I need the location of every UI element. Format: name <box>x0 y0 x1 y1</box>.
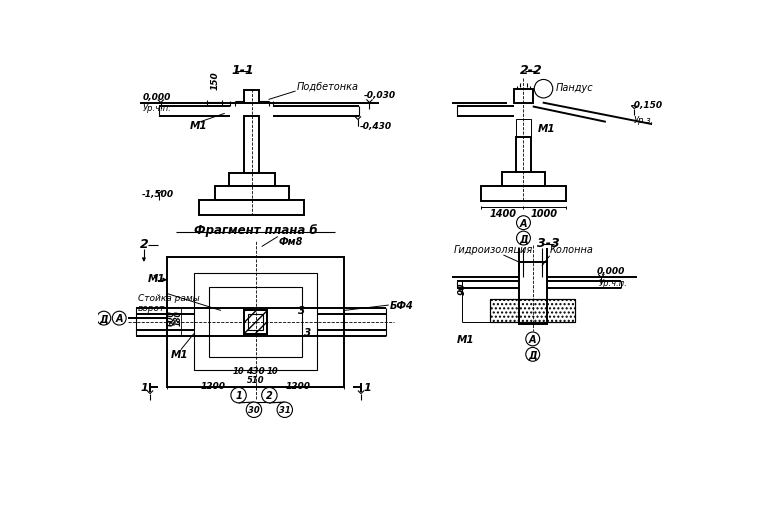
Text: А: А <box>116 314 123 324</box>
Text: 3-3: 3-3 <box>537 236 559 249</box>
Text: Ур.з.: Ур.з. <box>633 116 654 125</box>
Text: Колонна: Колонна <box>550 245 594 254</box>
Circle shape <box>113 312 126 325</box>
Circle shape <box>534 80 553 99</box>
Text: 180: 180 <box>173 310 182 326</box>
Text: Д: Д <box>519 234 528 244</box>
Text: -0,030: -0,030 <box>363 91 395 100</box>
Text: 90: 90 <box>458 281 467 294</box>
Text: 1000: 1000 <box>531 209 558 218</box>
Text: М1: М1 <box>537 124 555 134</box>
Text: -0,430: -0,430 <box>359 122 391 131</box>
Text: М1: М1 <box>190 121 208 131</box>
Text: /: / <box>542 83 546 96</box>
Text: А: А <box>529 334 536 344</box>
Text: 1200: 1200 <box>286 382 310 390</box>
Text: 3: 3 <box>304 327 311 337</box>
Bar <box>244 311 267 334</box>
Bar <box>519 263 547 324</box>
Bar <box>214 186 289 200</box>
Text: Ур.ч.п.: Ур.ч.п. <box>599 278 628 288</box>
Bar <box>516 120 531 138</box>
Text: 2-2: 2-2 <box>520 64 542 76</box>
Text: 2: 2 <box>266 390 273 401</box>
Text: 600: 600 <box>166 310 175 326</box>
Text: 0,000: 0,000 <box>597 267 625 275</box>
Bar <box>244 117 260 174</box>
Circle shape <box>516 216 530 230</box>
Text: А: А <box>519 218 527 228</box>
Text: 1: 1 <box>141 383 149 392</box>
Text: Фрагмент плана б: Фрагмент плана б <box>194 224 317 237</box>
Text: Гидроизоляция: Гидроизоляция <box>453 245 532 254</box>
Text: 1: 1 <box>235 390 242 401</box>
Text: М1: М1 <box>457 334 475 345</box>
Text: 430: 430 <box>246 366 265 375</box>
Text: 10: 10 <box>267 366 278 375</box>
Text: БФ4: БФ4 <box>390 300 414 310</box>
Text: 1200: 1200 <box>201 382 226 390</box>
Text: 30: 30 <box>248 406 260 414</box>
Text: 31: 31 <box>279 406 290 414</box>
Circle shape <box>525 332 539 346</box>
Text: 1400: 1400 <box>489 209 516 218</box>
Circle shape <box>97 312 111 325</box>
Text: Ур.ч.п.: Ур.ч.п. <box>142 104 171 113</box>
Text: М1: М1 <box>148 274 165 284</box>
Bar <box>194 274 317 370</box>
Bar <box>209 288 302 357</box>
Bar <box>244 311 267 334</box>
Text: 2: 2 <box>139 238 149 250</box>
Bar <box>248 315 264 330</box>
Bar <box>199 200 304 215</box>
Text: -1,500: -1,500 <box>142 189 174 199</box>
Text: 1: 1 <box>363 383 371 392</box>
Text: -0,150: -0,150 <box>631 100 663 109</box>
Text: 0,000: 0,000 <box>142 93 171 102</box>
Text: М1: М1 <box>171 349 188 359</box>
Circle shape <box>247 402 262 418</box>
Bar <box>514 90 532 103</box>
Text: 150: 150 <box>210 71 219 90</box>
Text: Фм8: Фм8 <box>279 236 303 246</box>
Text: 510: 510 <box>247 376 264 384</box>
Bar <box>244 91 260 103</box>
Text: Стойка рамы
ворот: Стойка рамы ворот <box>138 293 199 313</box>
Bar <box>490 299 575 322</box>
Text: Подбетонка: Подбетонка <box>296 81 358 91</box>
Circle shape <box>277 402 293 418</box>
Circle shape <box>231 388 247 403</box>
Bar <box>481 186 566 202</box>
Text: 10: 10 <box>233 366 244 375</box>
Text: Д: Д <box>529 350 537 360</box>
Circle shape <box>525 348 539 361</box>
Text: 1-1: 1-1 <box>231 64 254 76</box>
Circle shape <box>516 232 530 245</box>
Bar <box>167 257 344 388</box>
Bar <box>490 299 575 322</box>
Text: 3: 3 <box>298 306 305 316</box>
Text: Д: Д <box>100 314 108 324</box>
Bar <box>228 174 275 186</box>
Bar <box>516 138 531 173</box>
Text: Пандус: Пандус <box>556 83 594 93</box>
Bar <box>502 173 545 186</box>
Circle shape <box>262 388 277 403</box>
